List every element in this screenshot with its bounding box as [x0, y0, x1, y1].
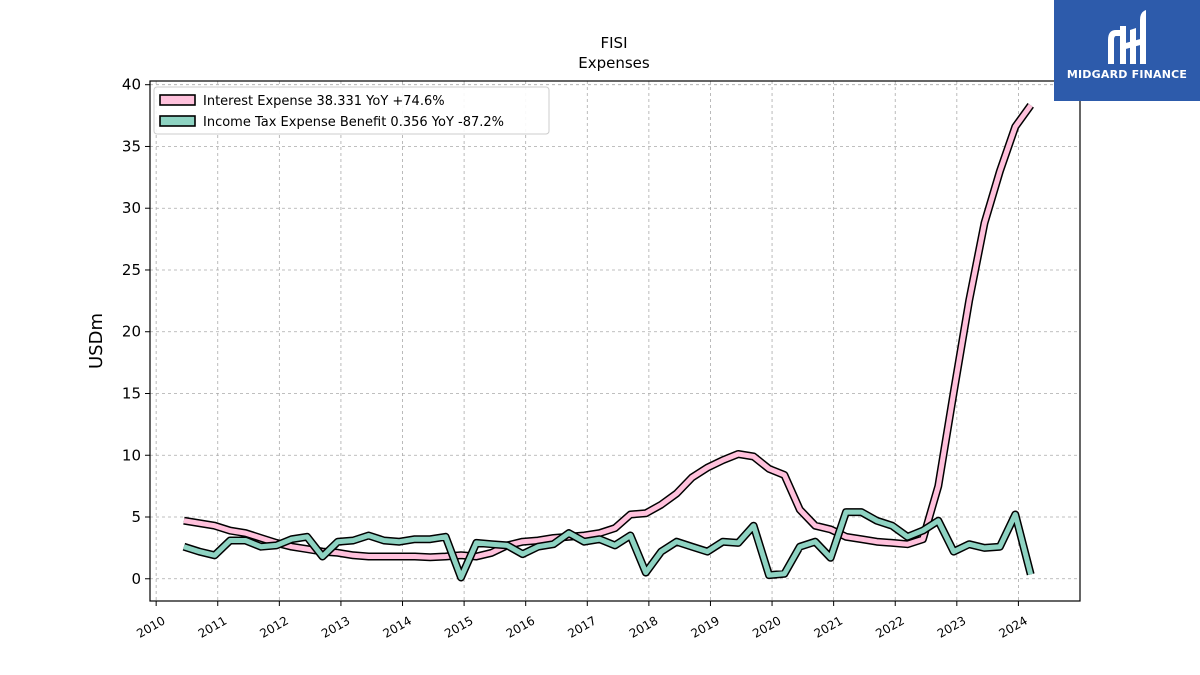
series-line-outline-interest-expense — [183, 102, 1034, 562]
midgard-finance-logo-icon — [1108, 10, 1146, 64]
x-tick-label: 2013 — [319, 613, 352, 640]
y-tick-label: 15 — [122, 384, 141, 402]
x-tick-label: 2011 — [196, 613, 229, 640]
legend-label-interest-expense: Interest Expense 38.331 YoY +74.6% — [203, 94, 445, 109]
series-line-interest-expense — [183, 103, 1033, 560]
grid-lines — [150, 81, 1080, 601]
plot-area — [182, 102, 1035, 582]
x-tick-label: 2019 — [689, 613, 722, 640]
series-line-income-tax-expense-benefit — [183, 509, 1034, 580]
plot-frame — [149, 80, 1081, 602]
x-tick-label: 2014 — [381, 613, 414, 640]
legend-label-income-tax-expense-benefit: Income Tax Expense Benefit 0.356 YoY -87… — [203, 115, 504, 130]
x-tick-label: 2020 — [750, 613, 783, 640]
y-tick-label: 0 — [131, 570, 141, 588]
brand-name: MIDGARD FINANCE — [1066, 68, 1188, 81]
x-tick-label: 2023 — [935, 613, 968, 640]
brand-logo: MIDGARD FINANCE — [1054, 0, 1200, 101]
legend-box — [153, 86, 550, 135]
x-tick-label: 2016 — [504, 613, 537, 640]
y-tick-label: 40 — [122, 76, 141, 94]
chart-title: FISI — [601, 34, 628, 52]
x-tick-label: 2010 — [134, 613, 167, 640]
legend: Interest Expense 38.331 YoY +74.6% Income… — [153, 86, 550, 135]
y-tick-label: 30 — [122, 199, 141, 217]
x-tick-label: 2021 — [812, 613, 845, 640]
x-tick-label: 2024 — [996, 613, 1029, 640]
x-tick-label: 2015 — [442, 613, 475, 640]
x-tick-label: 2017 — [565, 613, 598, 640]
y-axis-label: USDm — [86, 313, 107, 369]
x-tick-label: 2022 — [873, 613, 906, 640]
chart-subtitle: Expenses — [578, 54, 650, 72]
x-tick-label: 2012 — [257, 613, 290, 640]
y-tick-label: 25 — [122, 261, 141, 279]
legend-swatch-interest-expense — [159, 94, 196, 106]
y-tick-label: 10 — [122, 446, 141, 464]
x-tick-label: 2018 — [627, 613, 660, 640]
y-tick-label: 5 — [131, 508, 141, 526]
axes: 0 5 10 15 20 25 30 35 40 2010 2011 2012 2013 2014 2015… — [122, 76, 1030, 641]
y-tick-label: 35 — [122, 137, 141, 155]
y-tick-label: 20 — [122, 323, 141, 341]
legend-swatch-income-tax-expense-benefit — [159, 115, 196, 127]
